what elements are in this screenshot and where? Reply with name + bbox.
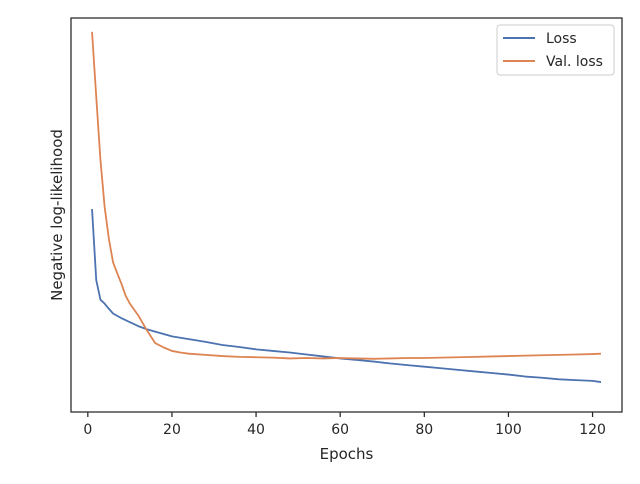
x-tick-label: 0: [83, 422, 92, 438]
x-tick-label: 60: [331, 422, 349, 438]
series-lines: [91, 31, 602, 383]
y-axis-label: Negative log-likelihood: [48, 129, 66, 301]
x-axis-ticks: 0 20 40 60 80 100 120: [83, 412, 606, 438]
legend-label-loss: Loss: [546, 31, 577, 47]
x-tick-label: 120: [579, 422, 606, 438]
legend-label-val-loss: Val. loss: [546, 54, 603, 70]
x-tick-label: 40: [247, 422, 265, 438]
x-tick-label: 20: [163, 422, 181, 438]
series-line-loss: [91, 209, 602, 383]
plot-area: [70, 17, 623, 413]
x-axis-label: Epochs: [320, 445, 374, 463]
legend: Loss Val. loss: [496, 24, 615, 76]
x-tick-label: 100: [495, 422, 522, 438]
series-line-val-loss: [91, 31, 602, 360]
x-tick-label: 80: [415, 422, 433, 438]
